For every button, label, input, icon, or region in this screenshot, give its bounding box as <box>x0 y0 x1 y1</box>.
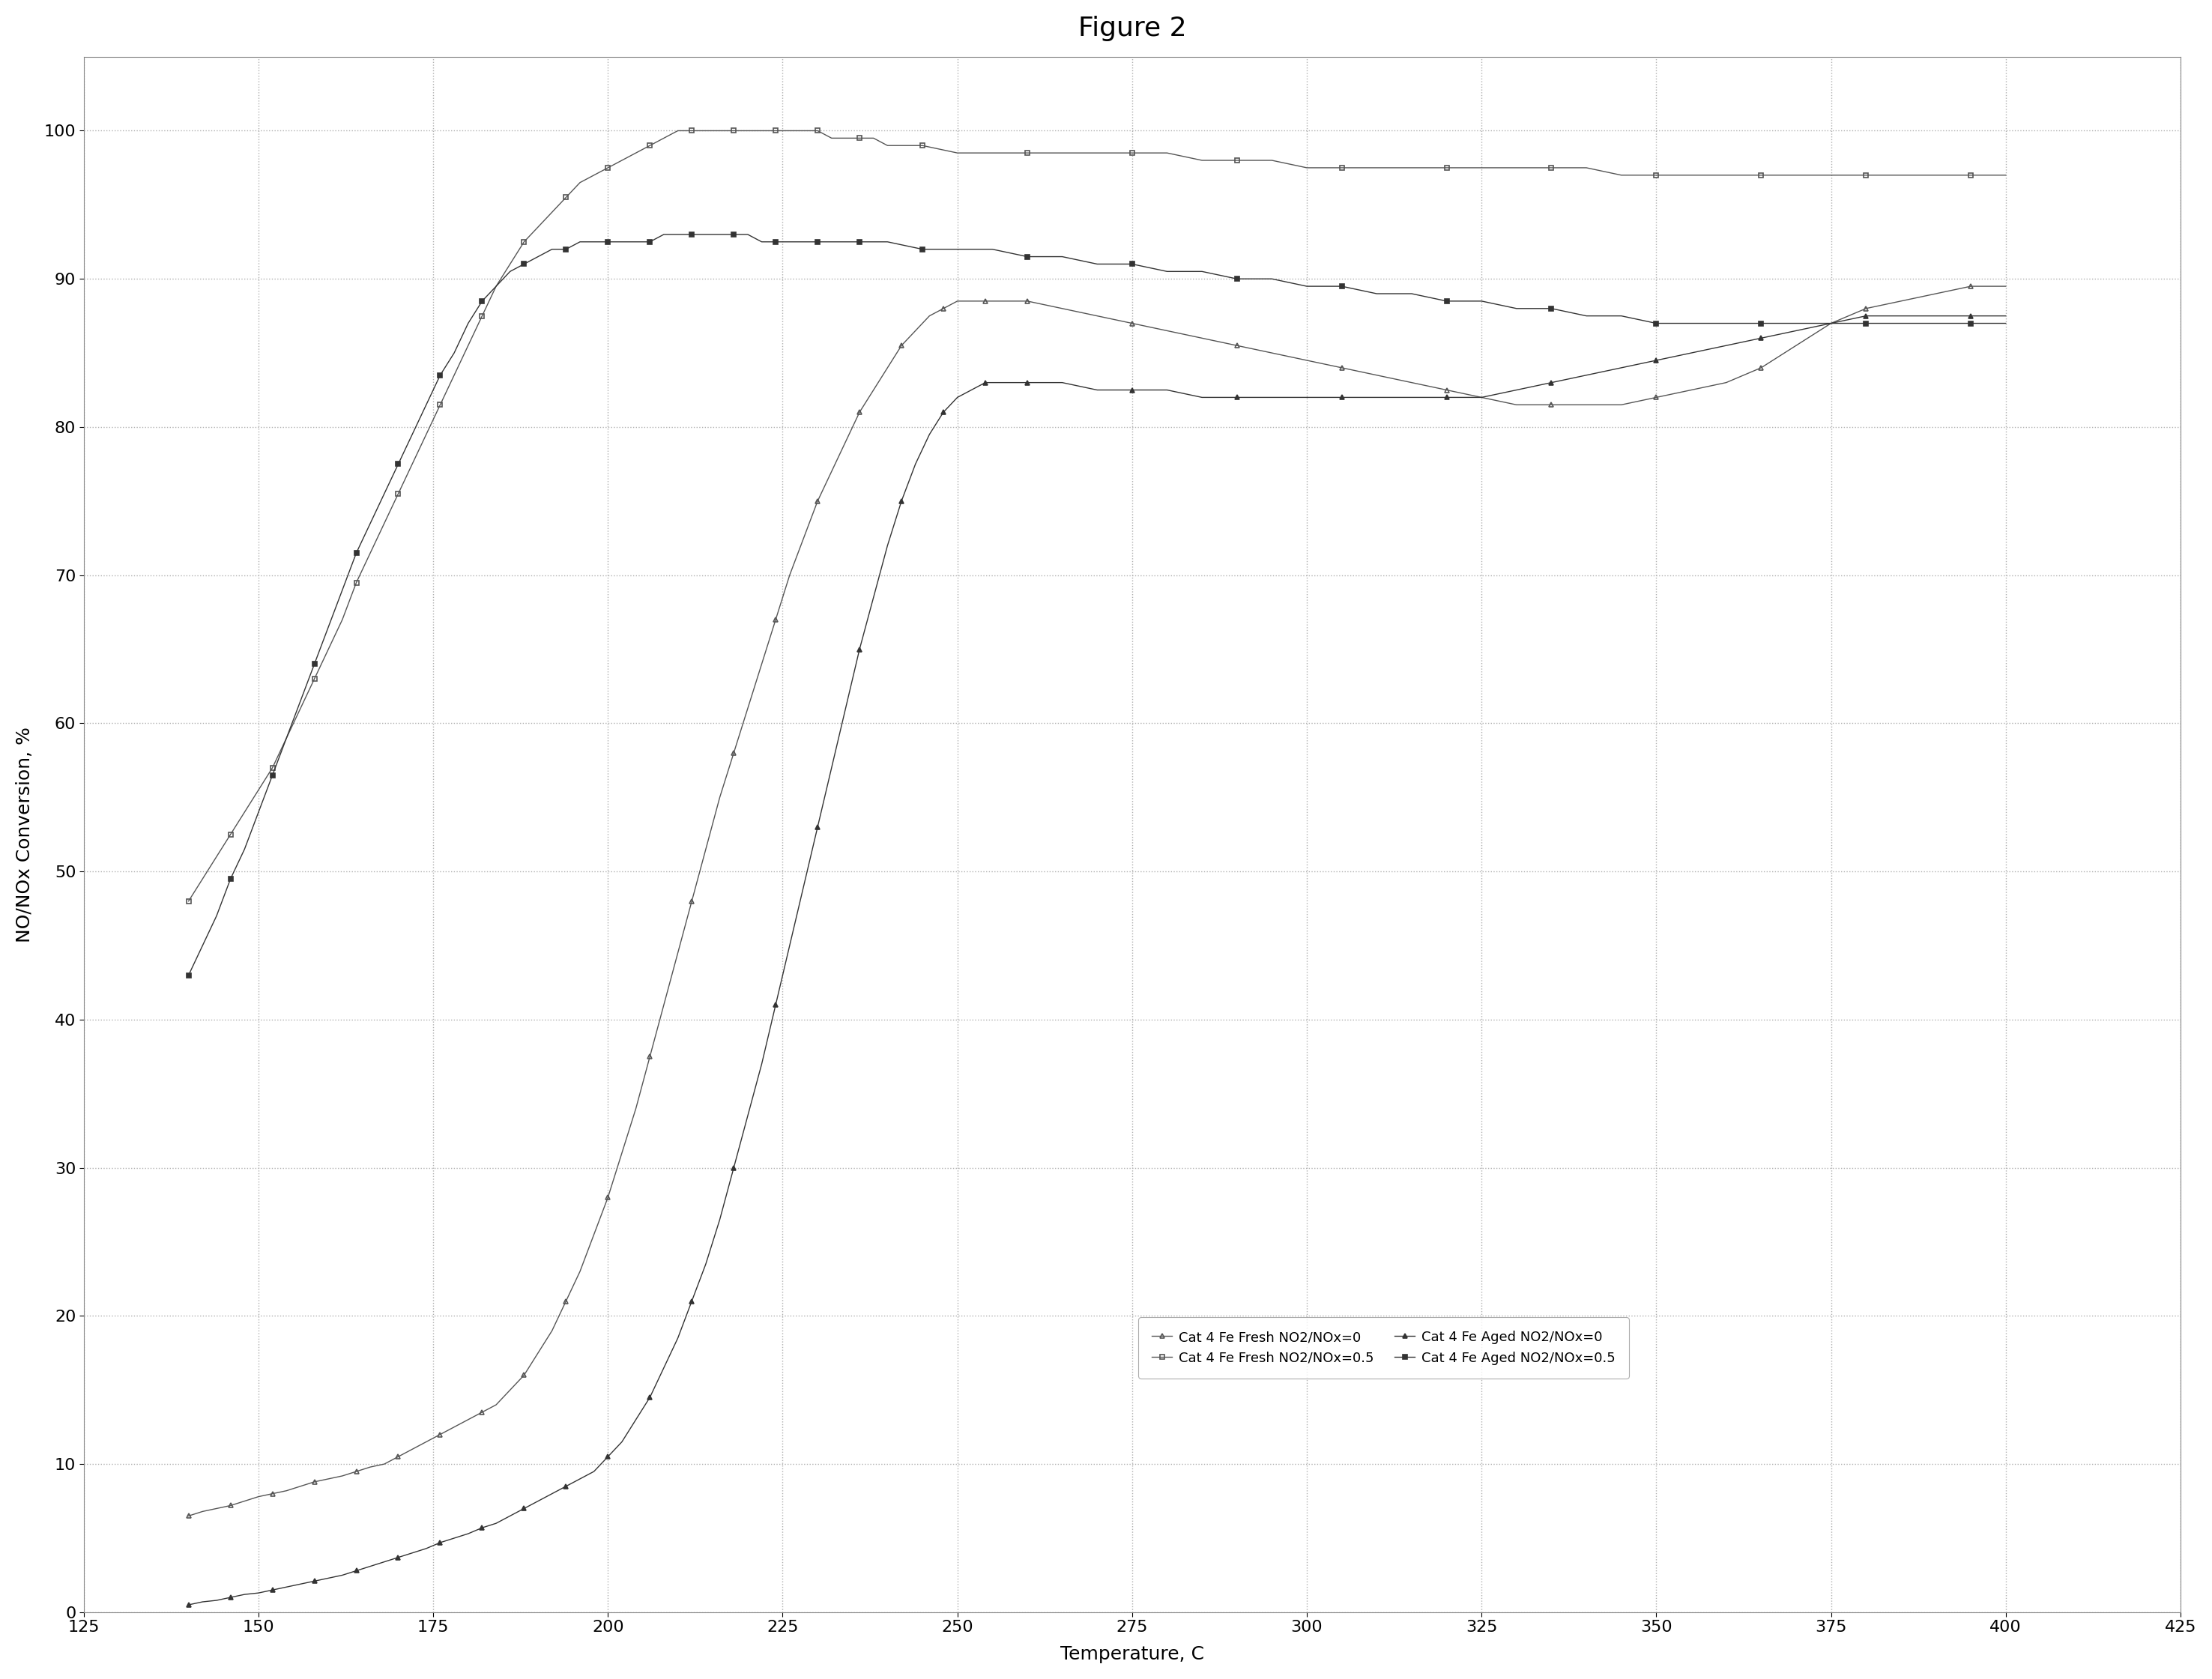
Cat 4 Fe Aged NO2/NOx=0 <box>301 1572 327 1592</box>
Cat 4 Fe Fresh NO2/NOx=0.5 <box>874 136 900 156</box>
X-axis label: Temperature, C: Temperature, C <box>1060 1645 1203 1664</box>
Cat 4 Fe Aged NO2/NOx=0 <box>330 1565 356 1585</box>
Line: Cat 4 Fe Fresh NO2/NOx=0: Cat 4 Fe Fresh NO2/NOx=0 <box>186 284 2008 1518</box>
Line: Cat 4 Fe Fresh NO2/NOx=0.5: Cat 4 Fe Fresh NO2/NOx=0.5 <box>186 128 2008 903</box>
Cat 4 Fe Aged NO2/NOx=0 <box>427 1533 453 1553</box>
Line: Cat 4 Fe Aged NO2/NOx=0: Cat 4 Fe Aged NO2/NOx=0 <box>186 314 2008 1607</box>
Cat 4 Fe Fresh NO2/NOx=0 <box>805 490 832 510</box>
Cat 4 Fe Aged NO2/NOx=0.5 <box>1223 269 1250 289</box>
Cat 4 Fe Aged NO2/NOx=0.5 <box>343 542 369 562</box>
Cat 4 Fe Fresh NO2/NOx=0 <box>1644 388 1670 408</box>
Cat 4 Fe Fresh NO2/NOx=0 <box>330 1466 356 1486</box>
Cat 4 Fe Aged NO2/NOx=0 <box>175 1595 201 1615</box>
Cat 4 Fe Fresh NO2/NOx=0.5 <box>414 425 440 445</box>
Cat 4 Fe Fresh NO2/NOx=0 <box>301 1472 327 1493</box>
Cat 4 Fe Aged NO2/NOx=0.5 <box>874 232 900 252</box>
Cat 4 Fe Aged NO2/NOx=0.5 <box>650 225 677 245</box>
Cat 4 Fe Aged NO2/NOx=0 <box>1993 306 2020 326</box>
Cat 4 Fe Fresh NO2/NOx=0.5 <box>1223 151 1250 171</box>
Cat 4 Fe Fresh NO2/NOx=0 <box>1993 277 2020 297</box>
Title: Figure 2: Figure 2 <box>1077 15 1186 40</box>
Cat 4 Fe Aged NO2/NOx=0.5 <box>246 803 272 823</box>
Cat 4 Fe Fresh NO2/NOx=0 <box>650 994 677 1014</box>
Cat 4 Fe Fresh NO2/NOx=0 <box>175 1506 201 1526</box>
Cat 4 Fe Aged NO2/NOx=0.5 <box>1398 284 1425 304</box>
Y-axis label: NO/NOx Conversion, %: NO/NOx Conversion, % <box>15 727 33 942</box>
Cat 4 Fe Aged NO2/NOx=0 <box>650 1358 677 1378</box>
Cat 4 Fe Aged NO2/NOx=0 <box>1854 306 1880 326</box>
Cat 4 Fe Aged NO2/NOx=0 <box>805 818 832 838</box>
Cat 4 Fe Fresh NO2/NOx=0.5 <box>664 121 690 141</box>
Line: Cat 4 Fe Aged NO2/NOx=0.5: Cat 4 Fe Aged NO2/NOx=0.5 <box>186 232 2008 977</box>
Cat 4 Fe Fresh NO2/NOx=0.5 <box>246 781 272 801</box>
Cat 4 Fe Aged NO2/NOx=0.5 <box>1993 314 2020 334</box>
Cat 4 Fe Fresh NO2/NOx=0.5 <box>1398 158 1425 178</box>
Cat 4 Fe Fresh NO2/NOx=0 <box>1958 277 1984 297</box>
Cat 4 Fe Fresh NO2/NOx=0.5 <box>1993 165 2020 185</box>
Cat 4 Fe Aged NO2/NOx=0 <box>1644 351 1670 371</box>
Cat 4 Fe Aged NO2/NOx=0.5 <box>414 395 440 415</box>
Cat 4 Fe Fresh NO2/NOx=0.5 <box>175 892 201 912</box>
Legend: Cat 4 Fe Fresh NO2/NOx=0, Cat 4 Fe Fresh NO2/NOx=0.5, Cat 4 Fe Aged NO2/NOx=0, C: Cat 4 Fe Fresh NO2/NOx=0, Cat 4 Fe Fresh… <box>1139 1318 1628 1378</box>
Cat 4 Fe Fresh NO2/NOx=0 <box>427 1424 453 1444</box>
Cat 4 Fe Fresh NO2/NOx=0.5 <box>343 573 369 593</box>
Cat 4 Fe Aged NO2/NOx=0.5 <box>175 965 201 986</box>
